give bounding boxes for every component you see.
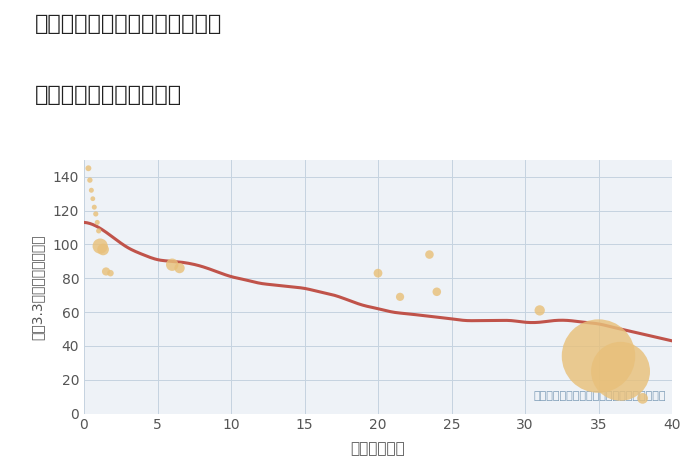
Point bbox=[637, 395, 648, 402]
Point bbox=[92, 219, 103, 226]
Point bbox=[93, 227, 104, 235]
Point bbox=[372, 269, 384, 277]
Point bbox=[167, 261, 178, 268]
Y-axis label: 坪（3.3㎡）単価（万円）: 坪（3.3㎡）単価（万円） bbox=[30, 234, 44, 339]
Point bbox=[89, 204, 100, 211]
Point bbox=[534, 306, 545, 314]
Point bbox=[395, 293, 406, 301]
Point bbox=[90, 210, 101, 218]
Point bbox=[424, 251, 435, 258]
Point bbox=[84, 176, 95, 184]
Point bbox=[85, 187, 97, 194]
Text: 円の大きさは、取引のあった物件面積を示す: 円の大きさは、取引のあった物件面積を示す bbox=[533, 391, 666, 401]
Point bbox=[101, 268, 112, 275]
Point bbox=[431, 288, 442, 296]
Text: 愛知県名古屋市守山区青山台の: 愛知県名古屋市守山区青山台の bbox=[35, 14, 223, 34]
Point bbox=[94, 243, 106, 250]
Point bbox=[174, 264, 185, 272]
Point bbox=[97, 246, 108, 253]
X-axis label: 築年数（年）: 築年数（年） bbox=[351, 441, 405, 456]
Point bbox=[593, 352, 604, 360]
Text: 築年数別中古戸建て価格: 築年数別中古戸建て価格 bbox=[35, 85, 182, 105]
Point bbox=[105, 269, 116, 277]
Point bbox=[615, 368, 626, 375]
Point bbox=[83, 164, 94, 172]
Point bbox=[88, 195, 99, 203]
